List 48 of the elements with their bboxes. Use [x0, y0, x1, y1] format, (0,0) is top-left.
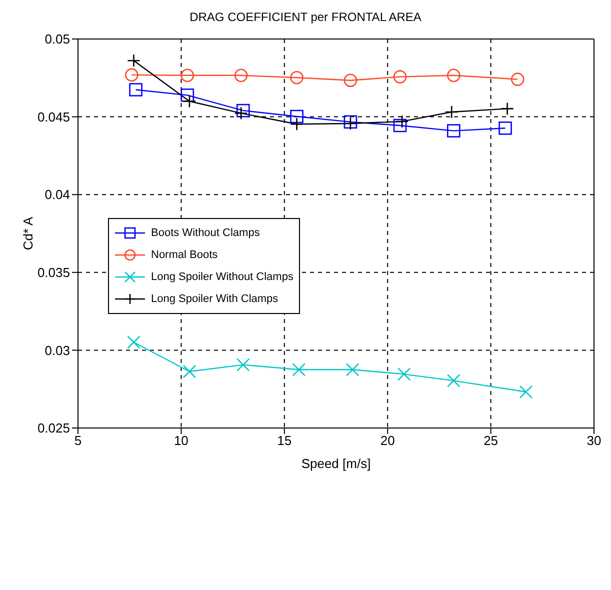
- point: [180, 68, 194, 82]
- chart-title: DRAG COEFFICIENT per FRONTAL AREA: [188, 9, 422, 26]
- point: [447, 68, 460, 82]
- legend-label: Normal Boots: [151, 249, 218, 261]
- point: [519, 385, 533, 399]
- point: [500, 102, 514, 116]
- y-tick-label: 0.05: [44, 32, 70, 47]
- y-tick-label: 0.03: [44, 342, 70, 358]
- x-tick-label: 10: [174, 433, 188, 448]
- legend-label: Long Spoiler Without Clamps: [151, 271, 294, 283]
- point: [292, 363, 306, 376]
- point: [127, 336, 140, 349]
- y-tick-label: 0.04: [44, 187, 70, 202]
- point: [290, 117, 304, 131]
- point: [447, 374, 460, 388]
- y-tick-label: 0.025: [37, 420, 70, 436]
- point: [125, 68, 138, 82]
- y-tick-label: 0.045: [37, 109, 70, 124]
- x-tick-label: 20: [380, 433, 395, 448]
- x-axis-title: Speed [m/s]: [301, 456, 371, 471]
- x-tick-label: 5: [74, 433, 82, 448]
- point: [393, 118, 407, 132]
- point: [234, 106, 248, 120]
- point: [236, 358, 250, 372]
- point: [127, 54, 140, 68]
- point: [236, 104, 250, 118]
- point: [444, 105, 458, 119]
- legend-label: Boots Without Clamps: [151, 227, 260, 239]
- point: [447, 124, 460, 138]
- y-tick-label: 0.035: [37, 265, 70, 280]
- point: [397, 368, 411, 381]
- point: [290, 110, 304, 124]
- point: [498, 122, 512, 135]
- x-tick-label: 25: [484, 433, 498, 448]
- point: [395, 114, 409, 128]
- point: [234, 68, 248, 82]
- legend-label: Long Spoiler With Clamps: [151, 293, 278, 305]
- point: [129, 83, 142, 96]
- x-tick-label: 15: [277, 433, 292, 448]
- point: [344, 74, 358, 88]
- point: [393, 70, 407, 84]
- point: [290, 70, 304, 84]
- y-axis-title: Cd* A: [20, 216, 36, 250]
- x-tick-label: 30: [586, 433, 602, 448]
- point: [346, 363, 360, 376]
- point: [182, 94, 196, 108]
- point: [510, 72, 524, 86]
- point: [182, 364, 196, 378]
